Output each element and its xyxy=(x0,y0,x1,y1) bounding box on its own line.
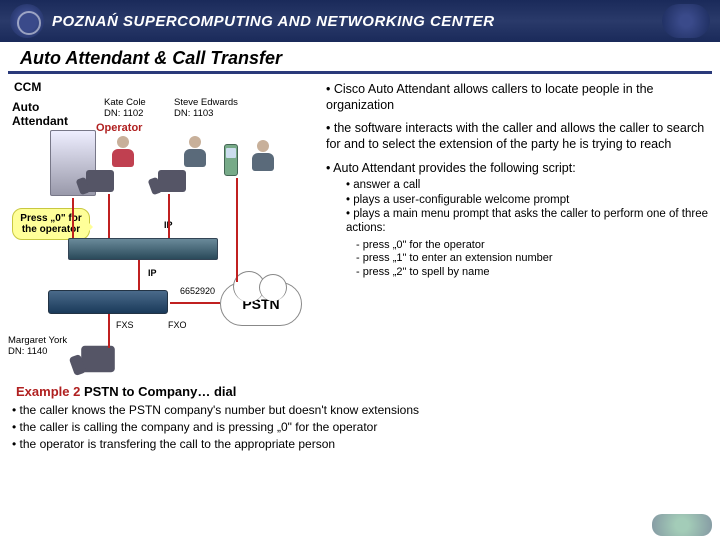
content-area: CCM Auto Attendant Kate Cole DN: 1102 St… xyxy=(0,78,720,380)
diagram-panel: CCM Auto Attendant Kate Cole DN: 1102 St… xyxy=(8,80,318,380)
text-panel: • Cisco Auto Attendant allows callers to… xyxy=(326,80,712,380)
phone-kate-icon xyxy=(86,170,114,192)
margaret-dn: DN: 1140 xyxy=(8,347,47,357)
person-kate-icon xyxy=(112,136,134,166)
person-steve-icon xyxy=(184,136,206,166)
psnc-logo-icon xyxy=(10,4,44,38)
fxs-label: FXS xyxy=(116,320,134,330)
psnc-badge-icon xyxy=(662,4,710,38)
sub-bullet: • plays a user-configurable welcome prom… xyxy=(346,193,712,207)
conn-line xyxy=(236,178,238,282)
bullet-3: • Auto Attendant provides the following … xyxy=(326,161,712,177)
bullet-1: • Cisco Auto Attendant allows callers to… xyxy=(326,82,712,113)
action-item: - press „1" to enter an extension number xyxy=(356,252,712,266)
header-bar: POZNAŃ SUPERCOMPUTING AND NETWORKING CEN… xyxy=(0,0,720,42)
bottom-bullet: • the operator is transfering the call t… xyxy=(12,437,708,451)
bullet-2-text: the software interacts with the caller a… xyxy=(326,121,704,151)
router-icon xyxy=(48,290,168,314)
steve-name: Steve Edwards xyxy=(174,98,238,108)
conn-line xyxy=(170,302,220,304)
margaret-name: Margaret York xyxy=(8,336,67,346)
callout-bubble: Press „0" for the operator xyxy=(12,208,90,240)
example-prefix: Example 2 xyxy=(16,384,80,399)
fxo-label: FXO xyxy=(168,320,187,330)
sub-bullet: • answer a call xyxy=(346,178,712,192)
bullet-2: • the software interacts with the caller… xyxy=(326,121,712,152)
conn-line xyxy=(108,194,110,238)
slide-title: Auto Attendant & Call Transfer xyxy=(0,42,720,71)
action-list: - press „0" for the operator - press „1"… xyxy=(326,239,712,280)
bottom-bullets: • the caller knows the PSTN company's nu… xyxy=(0,401,720,456)
kate-dn: DN: 1102 xyxy=(104,109,143,119)
phone-margaret-icon xyxy=(81,346,115,372)
bottom-bullet: • the caller is calling the company and … xyxy=(12,420,708,434)
example-rest: PSTN to Company… dial xyxy=(80,384,236,399)
example-line: Example 2 PSTN to Company… dial xyxy=(0,380,720,401)
person-caller-icon xyxy=(252,140,274,170)
steve-dn: DN: 1103 xyxy=(174,109,213,119)
bullet-1-text: Cisco Auto Attendant allows callers to l… xyxy=(326,82,654,112)
header-title: POZNAŃ SUPERCOMPUTING AND NETWORKING CEN… xyxy=(52,13,495,30)
ccm-label: CCM xyxy=(14,80,41,94)
bullet-3-text: Auto Attendant provides the following sc… xyxy=(333,161,576,175)
conn-line xyxy=(108,314,110,348)
bottom-bullet: • the caller knows the PSTN company's nu… xyxy=(12,403,708,417)
footer-logo-icon xyxy=(652,514,712,536)
conn-line xyxy=(138,260,140,290)
conn-line xyxy=(72,198,74,238)
switch-icon xyxy=(68,238,218,260)
pstn-label: PSTN xyxy=(242,296,279,312)
sub-bullet: • plays a main menu prompt that asks the… xyxy=(346,207,712,236)
title-underline xyxy=(8,71,712,74)
pstn-number: 6652920 xyxy=(180,286,215,296)
action-item: - press „0" for the operator xyxy=(356,239,712,253)
auto-attendant-label: Auto Attendant xyxy=(12,100,68,128)
conn-line xyxy=(168,194,170,238)
operator-label: Operator xyxy=(96,122,142,134)
action-item: - press „2" to spell by name xyxy=(356,266,712,280)
mobile-icon xyxy=(224,144,238,176)
phone-steve-icon xyxy=(158,170,186,192)
pstn-cloud: PSTN xyxy=(220,282,302,326)
kate-name: Kate Cole xyxy=(104,98,146,108)
ip-label-2: IP xyxy=(148,268,157,278)
sub-bullet-list: • answer a call • plays a user-configura… xyxy=(326,178,712,236)
